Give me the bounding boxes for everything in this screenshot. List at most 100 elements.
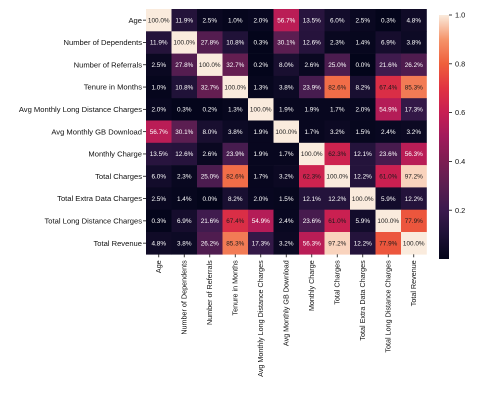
heatmap-cell <box>146 75 172 99</box>
cell-value-label: 30.1% <box>277 40 295 47</box>
heatmap-cell <box>350 187 376 210</box>
col-label-total-charges: Total Charges <box>333 260 342 305</box>
heatmap-cell <box>324 75 351 99</box>
cell-value-label: 2.0% <box>151 107 166 114</box>
heatmap-cell <box>350 165 376 188</box>
cell-value-label: 12.2% <box>405 196 423 203</box>
cell-value-label: 3.8% <box>279 84 294 91</box>
cell-value-label: 1.5% <box>355 129 370 136</box>
heatmap-cell <box>401 165 427 188</box>
heatmap-cell <box>299 187 325 210</box>
cell-value-label: 23.6% <box>379 151 397 158</box>
heatmap-cell <box>146 53 172 77</box>
cell-value-label: 3.2% <box>279 173 294 180</box>
cell-value-label: 2.6% <box>304 62 319 69</box>
heatmap-cell <box>350 209 376 233</box>
heatmap-cell <box>324 31 351 54</box>
cell-value-label: 67.4% <box>379 84 397 91</box>
heatmap-cell <box>375 31 402 54</box>
cell-value-label: 1.7% <box>253 173 268 180</box>
cell-value-label: 77.9% <box>405 218 423 225</box>
heatmap-cell <box>248 165 274 188</box>
cell-value-label: 100.0% <box>173 40 195 47</box>
heatmap-cell <box>324 209 351 233</box>
heatmap-cell <box>197 98 223 121</box>
col-label-total-long-distance-charges: Total Long Distance Charges <box>384 260 393 353</box>
heatmap-cell <box>248 187 274 210</box>
cell-value-label: 2.3% <box>330 40 345 47</box>
heatmap-cell <box>146 165 172 188</box>
heatmap-cell <box>299 209 325 233</box>
cell-value-label: 56.3% <box>405 151 423 158</box>
heatmap-cell <box>222 98 249 121</box>
heatmap-cell <box>146 232 172 255</box>
colorbar-tick-label: 0.8 <box>455 59 465 68</box>
cell-value-label: 17.3% <box>405 107 423 114</box>
cell-value-label: 82.6% <box>328 84 346 91</box>
cell-value-label: 27.8% <box>201 40 219 47</box>
heatmap-cells: 100.0% 11.9% 2.5% 1.0% 2.0% 56.7% 13.5% 6.0% 2.5… <box>146 9 427 255</box>
row-labels: Age Number of Dependents Number of Referra… <box>19 16 146 248</box>
colorbar-tick-label: 0.4 <box>455 157 465 166</box>
cell-value-label: 2.0% <box>253 196 268 203</box>
cell-value-label: 0.0% <box>202 196 217 203</box>
heatmap-cell <box>171 142 198 166</box>
heatmap-cell <box>273 31 300 54</box>
heatmap-cell <box>171 165 198 188</box>
cell-value-label: 1.9% <box>253 151 268 158</box>
heatmap-cell <box>146 9 172 32</box>
heatmap-cell <box>146 120 172 144</box>
heatmap-cell <box>222 53 249 77</box>
cell-value-label: 0.3% <box>253 40 268 47</box>
heatmap-cell <box>401 209 427 233</box>
col-label-age: Age <box>154 260 163 273</box>
heatmap-cell <box>222 31 249 54</box>
cell-value-label: 100.0% <box>326 173 348 180</box>
col-label-total-extra-data-charges: Total Extra Data Charges <box>358 260 367 341</box>
heatmap-cell <box>350 31 376 54</box>
heatmap-cell <box>197 142 223 166</box>
heatmap-cell <box>324 142 351 166</box>
cell-value-label: 12.6% <box>303 40 321 47</box>
cell-value-label: 2.0% <box>253 17 268 24</box>
cell-value-label: 3.8% <box>406 40 421 47</box>
heatmap-cell <box>299 232 325 255</box>
heatmap-cell <box>324 165 351 188</box>
cell-value-label: 6.0% <box>151 173 166 180</box>
heatmap-cell <box>299 75 325 99</box>
heatmap-cell <box>222 232 249 255</box>
heatmap-cell <box>273 209 300 233</box>
heatmap-cell <box>375 120 402 144</box>
cell-value-label: 1.3% <box>253 84 268 91</box>
heatmap-cell <box>324 98 351 121</box>
cell-value-label: 3.8% <box>177 240 192 247</box>
heatmap-cell <box>273 53 300 77</box>
cell-value-label: 0.0% <box>355 62 370 69</box>
cell-value-label: 61.0% <box>328 218 346 225</box>
colorbar-gradient <box>439 15 449 259</box>
cell-value-label: 100.0% <box>275 129 297 136</box>
cell-value-label: 100.0% <box>301 151 323 158</box>
heatmap-cell <box>375 9 402 32</box>
row-label-total-extra-data-charges: Total Extra Data Charges <box>57 194 142 203</box>
row-label-tenure-in-months: Tenure in Months <box>84 83 142 92</box>
cell-value-label: 1.9% <box>304 107 319 114</box>
cell-value-label: 25.0% <box>328 62 346 69</box>
heatmap-cell <box>273 9 300 32</box>
heatmap-cell <box>146 209 172 233</box>
cell-value-label: 2.3% <box>177 173 192 180</box>
cell-value-label: 100.0% <box>199 62 221 69</box>
heatmap-cell <box>248 232 274 255</box>
cell-value-label: 30.1% <box>175 129 193 136</box>
heatmap-cell <box>375 165 402 188</box>
cell-value-label: 97.2% <box>405 173 423 180</box>
heatmap-cell <box>299 9 325 32</box>
cell-value-label: 1.4% <box>355 40 370 47</box>
heatmap-cell <box>401 75 427 99</box>
cell-value-label: 56.3% <box>303 240 321 247</box>
heatmap-cell <box>248 120 274 144</box>
heatmap-cell <box>197 9 223 32</box>
heatmap-cell <box>273 165 300 188</box>
cell-value-label: 5.9% <box>355 218 370 225</box>
cell-value-label: 1.7% <box>330 107 345 114</box>
